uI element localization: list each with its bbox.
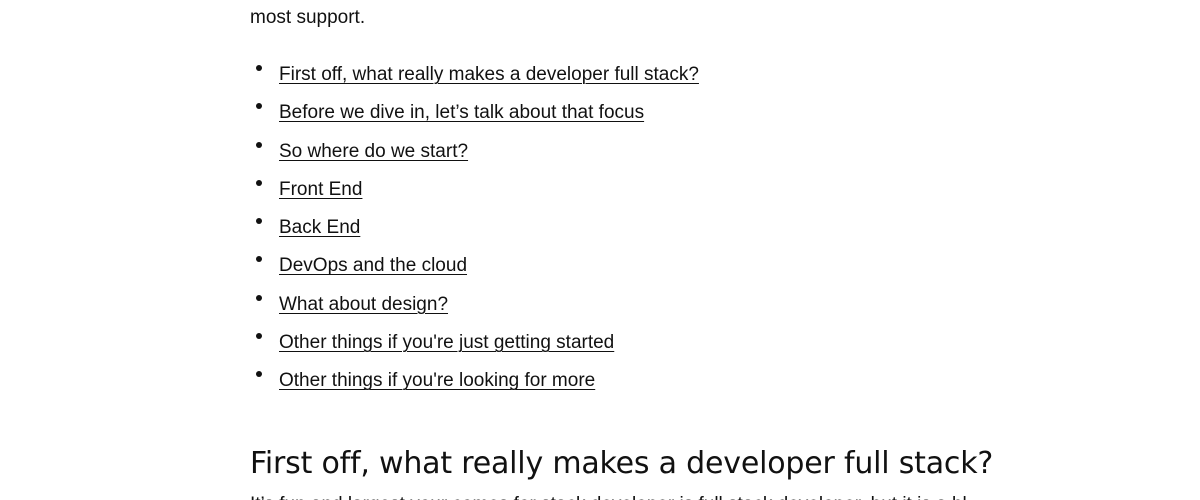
toc-link-getting-started[interactable]: Other things if you're just getting star… — [279, 332, 615, 354]
section-first-line: It’s fun and largest your comes for stac… — [250, 492, 967, 500]
toc-link-design[interactable]: What about design? — [279, 293, 449, 315]
toc-link-focus[interactable]: Before we dive in, let’s talk about that… — [279, 102, 645, 124]
bullet-icon — [256, 294, 262, 301]
bullet-icon — [256, 141, 262, 148]
bullet-icon — [256, 218, 262, 225]
bullet-icon — [256, 103, 262, 110]
toc-link-full-stack[interactable]: First off, what really makes a developer… — [279, 64, 699, 85]
bullet-icon — [256, 65, 262, 71]
bullet-icon — [256, 333, 262, 340]
intro-paragraph-tail: most support. — [250, 7, 366, 28]
toc-link-back-end[interactable]: Back End — [279, 217, 361, 239]
toc-link-looking-for-more[interactable]: Other things if you're looking for more — [279, 370, 596, 392]
section-heading: First off, what really makes a developer… — [250, 446, 994, 481]
toc-link-devops[interactable]: DevOps and the cloud — [279, 255, 468, 277]
bullet-icon — [256, 179, 262, 186]
toc-link-front-end[interactable]: Front End — [279, 178, 363, 200]
bullet-icon — [256, 371, 262, 378]
toc-link-where-to-start[interactable]: So where do we start? — [279, 140, 469, 162]
bullet-icon — [256, 256, 262, 263]
